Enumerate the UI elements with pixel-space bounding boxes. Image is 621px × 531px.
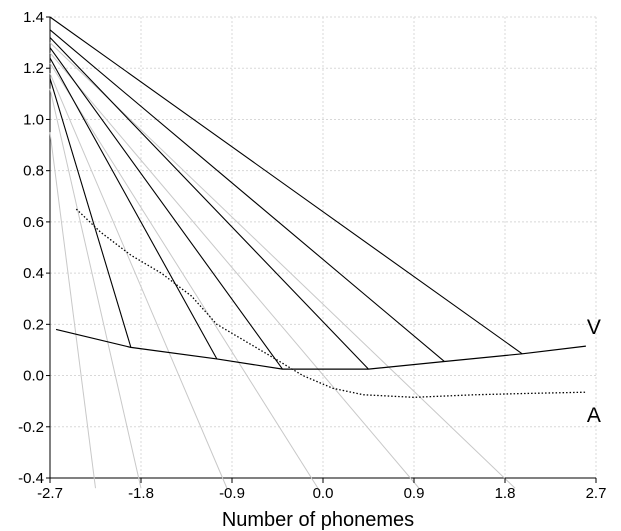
series-line-a bbox=[75, 208, 586, 398]
x-tick-label-0: -2.7 bbox=[37, 485, 63, 502]
series-labels: VA bbox=[587, 316, 601, 427]
black-line-4 bbox=[49, 29, 445, 362]
y-tick-label-7: 1.0 bbox=[23, 111, 44, 128]
y-tick-label-6: 0.8 bbox=[23, 163, 44, 180]
grid-lines bbox=[49, 16, 597, 479]
grey-fan-lines bbox=[49, 42, 516, 489]
y-tick-label-2: 0.0 bbox=[23, 368, 44, 385]
black-line-0 bbox=[49, 78, 132, 348]
y-tick-label-3: 0.2 bbox=[23, 316, 44, 333]
x-tick-label-1: -1.8 bbox=[128, 485, 154, 502]
grey-line-1 bbox=[49, 52, 420, 489]
y-tick-label-9: 1.4 bbox=[23, 9, 44, 26]
y-tick-labels: -0.4 -0.2 0.0 0.2 0.4 0.6 0.8 1.0 1.2 1.4 bbox=[18, 9, 50, 487]
y-tick-label-1: -0.2 bbox=[18, 419, 44, 436]
x-axis-title: Number of phonemes bbox=[222, 509, 414, 531]
y-tick-label-8: 1.2 bbox=[23, 60, 44, 77]
grey-line-4 bbox=[49, 88, 142, 489]
black-line-2 bbox=[49, 47, 284, 370]
x-tick-label-4: 0.9 bbox=[404, 485, 425, 502]
series-line-v bbox=[55, 328, 586, 370]
y-tick-label-4: 0.4 bbox=[23, 265, 44, 282]
black-fan-lines bbox=[49, 16, 523, 370]
x-tick-label-3: 0.0 bbox=[313, 485, 334, 502]
series-label-v: V bbox=[587, 316, 601, 339]
x-tick-label-2: -0.9 bbox=[219, 485, 245, 502]
black-line-1 bbox=[49, 57, 218, 360]
grey-line-3 bbox=[49, 73, 228, 489]
grey-line-0 bbox=[49, 42, 516, 489]
x-tick-label-6: 2.7 bbox=[586, 485, 607, 502]
x-tick-label-5: 1.8 bbox=[495, 485, 516, 502]
black-line-3 bbox=[49, 37, 369, 370]
grey-line-5 bbox=[49, 132, 96, 489]
x-tick-labels: -2.7 -1.8 -0.9 0.0 0.9 1.8 2.7 bbox=[37, 478, 606, 502]
series-label-a: A bbox=[587, 404, 601, 427]
series-group bbox=[55, 208, 586, 398]
black-line-5 bbox=[49, 16, 523, 355]
y-tick-label-0: -0.4 bbox=[18, 470, 44, 487]
grey-line-2 bbox=[49, 62, 319, 489]
y-tick-label-5: 0.6 bbox=[23, 214, 44, 231]
